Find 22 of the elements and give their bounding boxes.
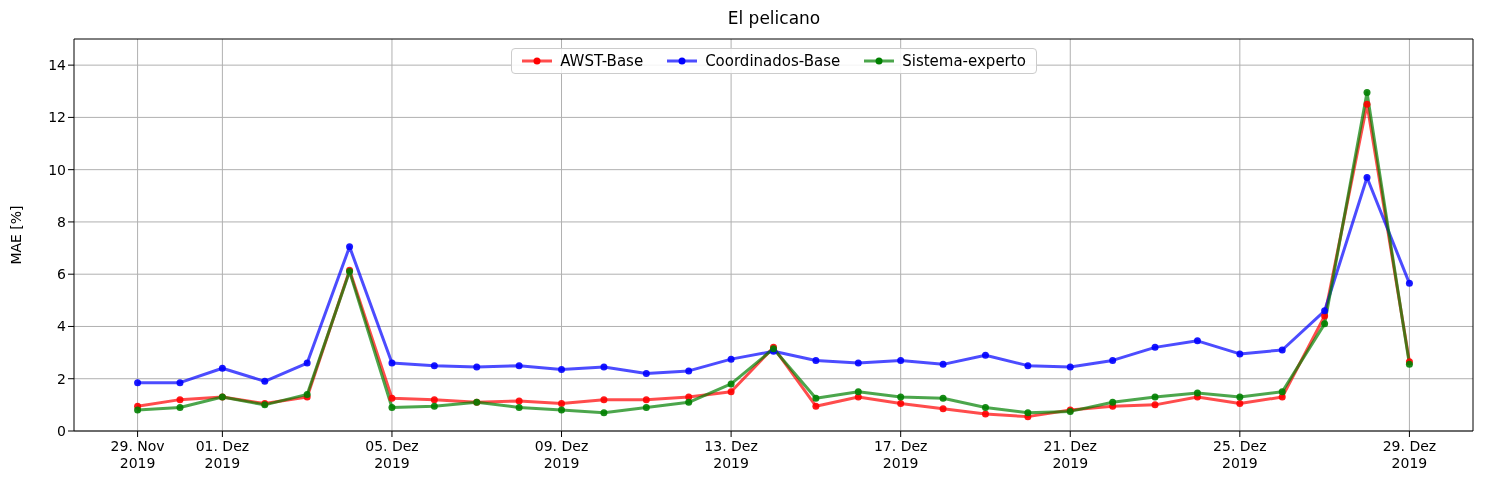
y-tick-label: 0 [57, 422, 66, 439]
y-tick-label: 4 [57, 318, 67, 335]
legend-label: Coordinados-Base [705, 52, 841, 70]
x-tick-label: 25. Dez 2019 [1213, 438, 1267, 471]
y-tick-label: 10 [48, 161, 66, 178]
y-axis-title: MAE [%] [7, 205, 24, 265]
x-tick-label: 13. Dez 2019 [704, 438, 758, 471]
y-tick-label: 2 [57, 370, 66, 387]
x-tick-label: 21. Dez 2019 [1043, 438, 1097, 471]
chart-title: El pelicano [726, 8, 822, 30]
y-tick-label: 8 [57, 213, 66, 230]
legend-label: Sistema-experto [902, 52, 1026, 70]
x-tick-label: 29. Dez 2019 [1382, 438, 1437, 471]
y-tick-label: 12 [48, 109, 66, 126]
x-tick-label: 01. Dez 2019 [195, 438, 250, 471]
x-tick-label: 17. Dez 2019 [873, 438, 928, 471]
y-tick-label: 6 [57, 266, 67, 283]
legend-label: AWST-Base [560, 52, 644, 70]
x-tick-label: 09. Dez 2019 [534, 438, 589, 471]
y-tick-label: 14 [48, 57, 67, 74]
x-tick-label: 05. Dez 2019 [365, 438, 419, 471]
x-tick-label: 29. Nov 2019 [110, 438, 165, 471]
